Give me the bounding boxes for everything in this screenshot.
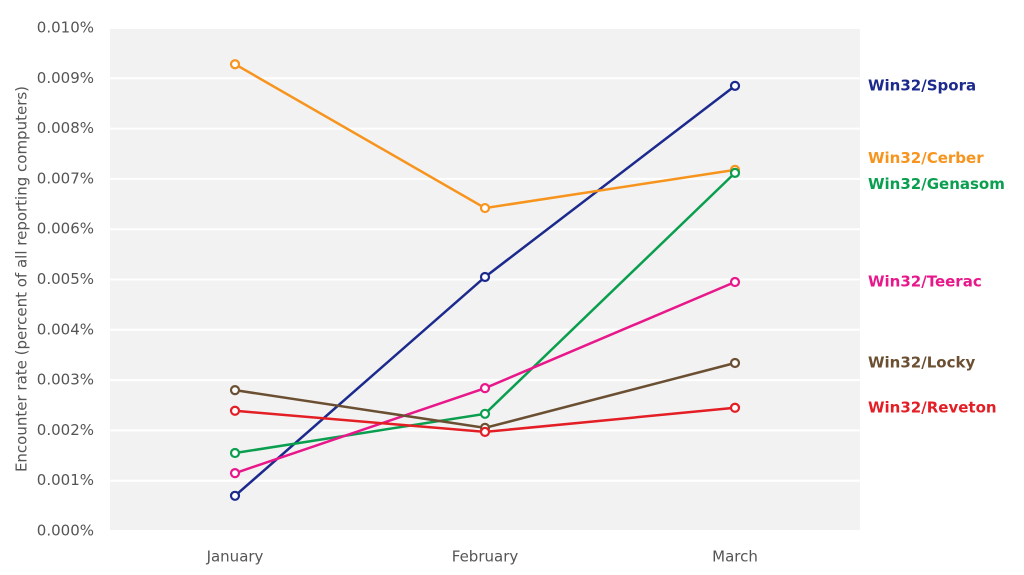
y-tick-label: 0.000% — [37, 522, 94, 540]
point — [479, 408, 491, 419]
point — [729, 402, 741, 413]
y-tick-label: 0.004% — [37, 320, 94, 338]
y-tick-label: 0.009% — [37, 69, 94, 87]
point — [229, 405, 241, 416]
point — [729, 167, 741, 178]
x-tick-label: January — [206, 548, 264, 566]
point — [479, 426, 491, 438]
x-tick-label: March — [712, 548, 758, 566]
legend-label: Win32/Genasom — [868, 175, 1005, 193]
point — [229, 468, 241, 479]
point — [479, 271, 491, 283]
legend-label: Win32/Reveton — [868, 398, 997, 416]
point — [229, 59, 241, 70]
point — [729, 357, 741, 369]
point — [479, 383, 491, 394]
legend-label: Win32/Locky — [868, 353, 975, 371]
y-tick-label: 0.006% — [37, 220, 94, 238]
y-tick-label: 0.002% — [37, 421, 94, 439]
y-tick-label: 0.001% — [37, 471, 94, 489]
y-tick-label: 0.003% — [37, 371, 94, 389]
point — [729, 80, 741, 91]
point — [229, 490, 241, 501]
y-tick-label: 0.010% — [37, 19, 94, 37]
y-tick-label: 0.005% — [37, 270, 94, 288]
legend-label: Win32/Spora — [868, 76, 976, 94]
point — [229, 385, 241, 396]
y-axis-label: Encounter rate (percent of all reporting… — [13, 86, 31, 472]
y-tick-label: 0.007% — [37, 169, 94, 187]
legend-label: Win32/Cerber — [868, 149, 984, 167]
legend-label: Win32/Teerac — [868, 273, 982, 291]
point — [229, 447, 241, 459]
point — [729, 276, 741, 288]
point — [479, 202, 491, 214]
x-tick-label: February — [452, 548, 519, 566]
y-tick-label: 0.008% — [37, 119, 94, 137]
